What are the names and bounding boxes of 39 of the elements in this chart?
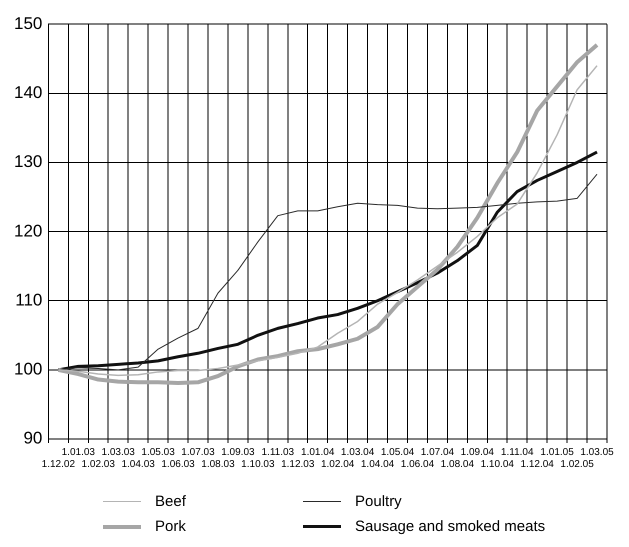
y-tick-label: 130: [14, 152, 42, 172]
x-tick-label: 1.06.03: [161, 458, 196, 470]
x-tick-label: 1.03.03: [102, 446, 136, 458]
y-tick-label: 100: [14, 360, 42, 379]
x-tick-label: 1.01.04: [301, 446, 335, 458]
legend-label: Poultry: [355, 493, 402, 510]
x-tick-label: 1.12.02: [42, 458, 76, 470]
x-tick-label: 1.09.03: [221, 446, 256, 458]
legend-label: Sausage and smoked meats: [355, 518, 546, 535]
x-tick-label: 1.05.03: [141, 446, 176, 458]
x-tick-label: 1.05.04: [380, 446, 415, 458]
x-tick-label: 1.12.04: [520, 458, 554, 470]
x-tick-label: 1.10.03: [241, 458, 275, 470]
y-tick-label: 140: [14, 83, 42, 102]
x-tick-label: 1.07.03: [181, 446, 216, 458]
x-tick-label: 1.03.05: [580, 446, 614, 458]
x-tick-label: 1.02.03: [82, 458, 116, 470]
x-tick-label: 1.01.03: [62, 446, 96, 458]
x-tick-label: 1.02.04: [320, 458, 355, 470]
x-tick-label: 1.01.05: [540, 446, 574, 458]
x-tick-label: 1.08.04: [440, 458, 474, 470]
x-tick-label: 1.03.04: [340, 446, 375, 458]
x-tick-label: 1.11.03: [261, 446, 295, 458]
x-tick-label: 1.12.03: [281, 458, 315, 470]
x-tick-label: 1.09.04: [460, 446, 494, 458]
x-tick-label: 1.02.05: [560, 458, 594, 470]
x-tick-label: 1.04.04: [360, 458, 395, 470]
x-tick-label: 1.08.03: [201, 458, 236, 470]
legend-label: Pork: [155, 518, 186, 535]
legend-label: Beef: [155, 493, 186, 510]
x-tick-label: 1.10.04: [480, 458, 514, 470]
x-tick-label: 1.07.04: [420, 446, 455, 458]
y-tick-label: 150: [14, 14, 42, 33]
y-tick-label: 110: [15, 290, 42, 310]
x-tick-label: 1.04.03: [121, 458, 156, 470]
x-tick-label: 1.06.04: [400, 458, 435, 470]
y-tick-label: 90: [23, 428, 42, 448]
y-tick-label: 120: [14, 221, 42, 240]
x-tick-label: 1.11.04: [500, 446, 534, 458]
